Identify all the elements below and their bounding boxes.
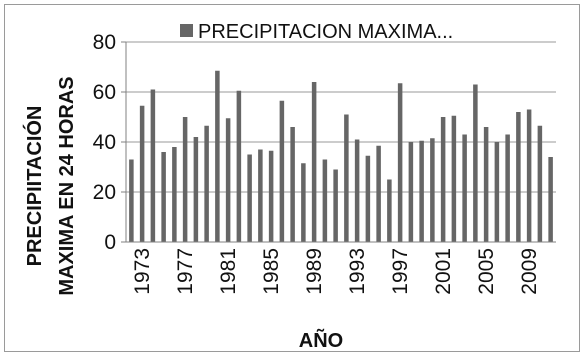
x-tick-label: 1997 (389, 248, 412, 295)
bar-1986 (279, 100, 285, 242)
bar-1976 (172, 147, 177, 242)
bar-1985 (268, 150, 274, 242)
x-tick-label: 2009 (518, 248, 541, 295)
x-tick-label: 1973 (131, 248, 154, 295)
bar-2000 (430, 138, 435, 242)
bar-2011 (548, 157, 553, 242)
bar-1999 (419, 140, 424, 242)
bar-1994 (365, 155, 371, 242)
gridlines (126, 41, 556, 193)
bar-1984 (258, 149, 263, 242)
bar-1993 (354, 139, 360, 242)
bar-2002 (451, 115, 457, 242)
legend: PRECIPITACION MAXIMA... (180, 21, 453, 43)
y-tick-label: 40 (93, 131, 116, 154)
x-tick-label: 1981 (217, 248, 240, 295)
bar-1995 (376, 145, 381, 242)
y-axis-title-line-2: MAXIMA EN 24 HORAS (56, 76, 78, 295)
bar-2004 (473, 84, 478, 242)
legend-swatch (180, 24, 193, 37)
bar-series (129, 70, 553, 242)
bar-2001 (440, 117, 446, 242)
y-tick-label: 80 (93, 31, 116, 54)
bar-1980 (215, 70, 220, 242)
bar-1991 (333, 169, 338, 242)
x-tick-label: 1977 (174, 248, 197, 295)
bar-1990 (322, 159, 328, 242)
bar-1997 (397, 83, 403, 242)
bar-1978 (193, 137, 199, 242)
bar-2009 (526, 109, 532, 242)
bar-2003 (462, 134, 467, 242)
bar-1992 (344, 114, 349, 242)
bar-1998 (408, 142, 414, 242)
bar-2010 (537, 125, 543, 242)
x-tick-label: 2005 (475, 248, 498, 295)
bar-2006 (494, 142, 500, 242)
bar-1977 (182, 117, 188, 242)
y-tick-labels: 0 20 40 60 80 (93, 31, 126, 254)
bar-1996 (387, 179, 392, 242)
bar-2008 (516, 112, 521, 242)
y-tick-label: 0 (104, 231, 116, 254)
bar-1974 (150, 89, 156, 242)
x-tick-label: 2001 (432, 248, 455, 295)
bar-1983 (247, 154, 252, 242)
y-tick-label: 20 (93, 181, 116, 204)
bar-1973 (139, 105, 145, 242)
bar-1981 (225, 118, 231, 242)
x-tick-label: 1989 (303, 248, 326, 295)
x-axis-title: AÑO (299, 329, 343, 352)
bar-1975 (161, 152, 166, 242)
bar-1982 (236, 90, 242, 242)
bar-2007 (505, 134, 510, 242)
bar-2005 (483, 127, 489, 242)
y-axis-title-line-1: PRECIPIITACIÓN (22, 106, 46, 267)
bar-1979 (204, 125, 209, 242)
x-tick-label: 1985 (260, 248, 283, 295)
bar-1972 (129, 159, 134, 242)
bar-1987 (290, 127, 295, 242)
x-tick-label: 1993 (346, 248, 369, 295)
x-tick-labels: 1973 1977 1981 1985 1989 1993 1997 2001 2005 2009 (131, 248, 541, 295)
y-tick-label: 60 (93, 81, 116, 104)
legend-label: PRECIPITACION MAXIMA... (198, 21, 453, 43)
bar-1989 (311, 82, 317, 242)
bar-1988 (301, 163, 306, 242)
